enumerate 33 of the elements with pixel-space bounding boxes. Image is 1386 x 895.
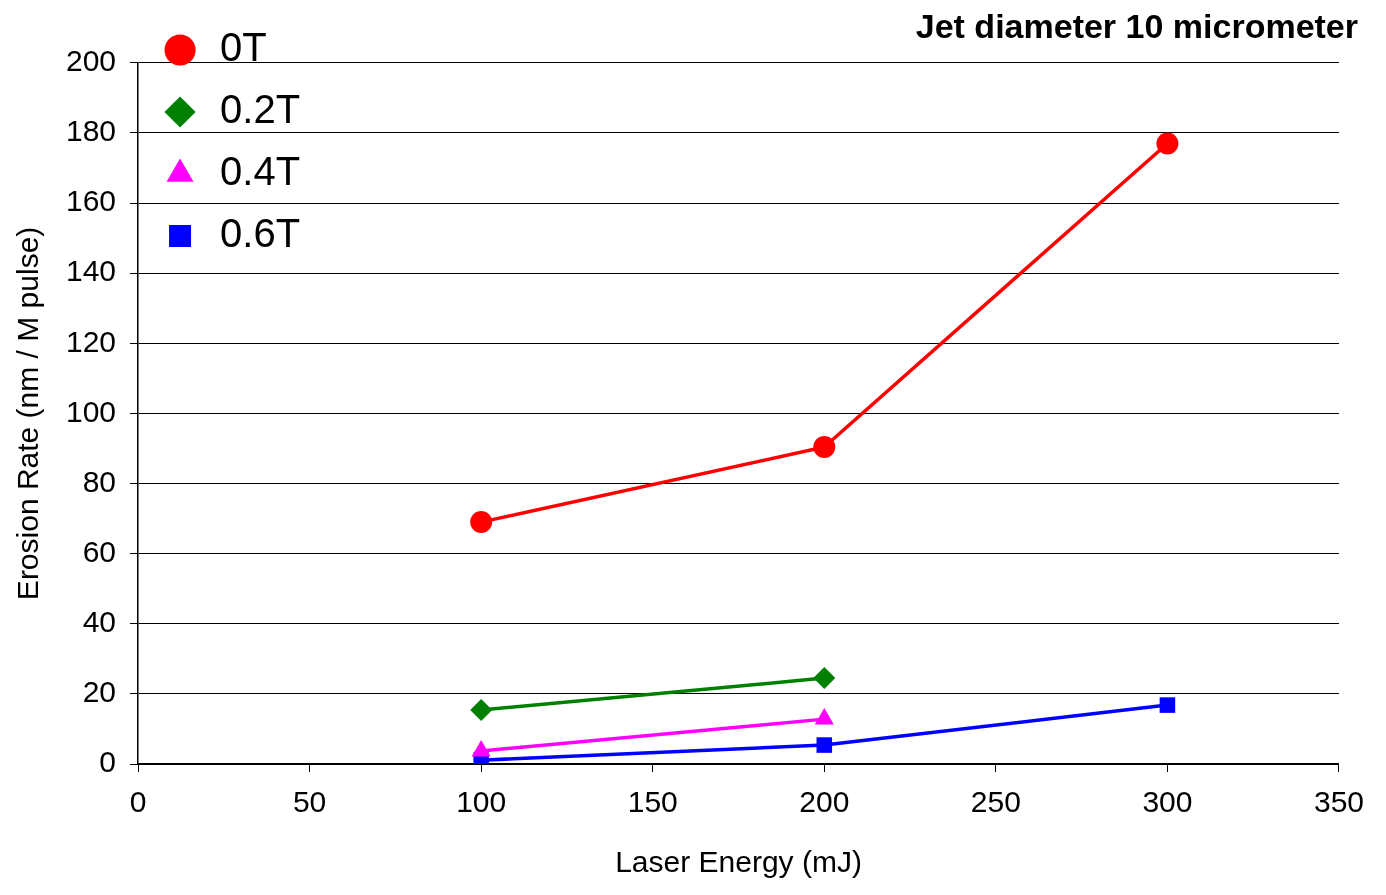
- y-tick-label: 140: [65, 254, 117, 288]
- y-tick-label: 40: [82, 605, 117, 639]
- point: [470, 699, 493, 722]
- y-tick-label: 0: [99, 745, 117, 779]
- y-tick-label: 180: [65, 114, 117, 148]
- x-tick-label: 200: [799, 785, 850, 819]
- y-tick-label: 160: [65, 184, 117, 218]
- y-tick-label: 80: [82, 464, 117, 498]
- x-axis-title: Laser Energy (mJ): [615, 845, 862, 879]
- y-tick-label: 120: [65, 324, 117, 358]
- y-tick-label: 200: [65, 44, 117, 78]
- x-tick-label: 0: [129, 785, 147, 819]
- point: [813, 667, 836, 690]
- legend-label: 0.6T: [220, 211, 301, 256]
- legend-label: 0.2T: [220, 87, 301, 132]
- x-tick-label: 100: [456, 785, 507, 819]
- y-axis-title: Erosion Rate (nm / M pulse): [11, 226, 45, 601]
- point: [470, 511, 493, 534]
- point: [813, 436, 836, 459]
- x-tick-label: 150: [627, 785, 678, 819]
- y-tick-label: 20: [82, 675, 117, 709]
- point: [1159, 697, 1176, 713]
- y-tick-label: 60: [82, 534, 117, 568]
- x-tick-label: 300: [1142, 785, 1193, 819]
- x-tick-label: 250: [970, 785, 1021, 819]
- point: [1156, 132, 1179, 155]
- chart-title: Jet diameter 10 micrometer: [915, 6, 1358, 45]
- x-tick-label: 350: [1313, 785, 1364, 819]
- legend-label: 0T: [220, 25, 267, 70]
- point: [816, 737, 833, 753]
- y-tick-label: 100: [65, 394, 117, 428]
- legend-label: 0.4T: [220, 149, 301, 194]
- x-tick-label: 50: [292, 785, 327, 819]
